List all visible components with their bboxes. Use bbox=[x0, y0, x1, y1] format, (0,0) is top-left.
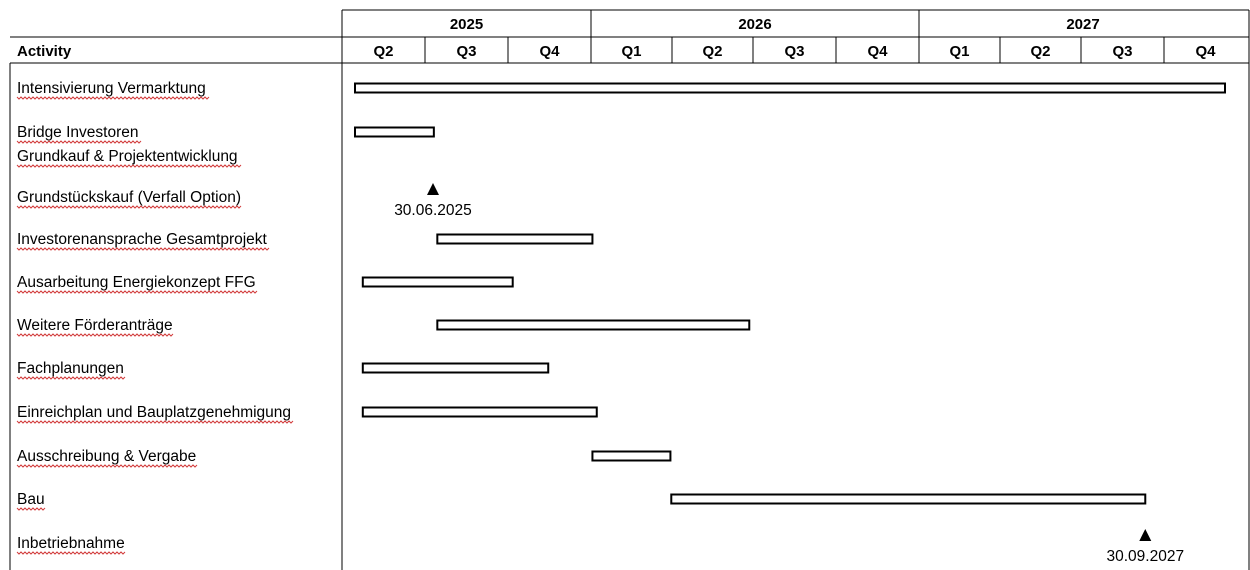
activity-label: Ausschreibung & Vergabe bbox=[17, 448, 196, 465]
activity-column-header: Activity bbox=[17, 43, 72, 60]
year-label-2026: 2026 bbox=[738, 16, 771, 33]
activity-label: Bau bbox=[17, 491, 45, 508]
spellcheck-underline bbox=[16, 464, 198, 468]
spellcheck-underline bbox=[16, 420, 294, 424]
milestone-date-label: 30.06.2025 bbox=[394, 202, 472, 219]
activity-label: Intensivierung Vermarktung bbox=[17, 80, 206, 97]
spellcheck-underline bbox=[16, 376, 126, 380]
activity-bar bbox=[591, 450, 672, 462]
year-label-2025: 2025 bbox=[450, 16, 483, 33]
activity-bar bbox=[361, 276, 514, 288]
activity-label: Grundkauf & Projektentwicklung bbox=[17, 148, 238, 165]
spellcheck-underline bbox=[16, 140, 142, 144]
activity-bar bbox=[436, 319, 751, 331]
milestone-date-label: 30.09.2027 bbox=[1106, 548, 1184, 565]
quarter-label-2027-Q3: Q3 bbox=[1112, 43, 1132, 60]
activity-bar bbox=[361, 362, 550, 374]
chart-frame bbox=[9, 9, 1250, 570]
activity-label: Inbetriebnahme bbox=[17, 535, 125, 552]
milestone-marker bbox=[426, 183, 439, 195]
spellcheck-underline bbox=[16, 96, 210, 100]
spellcheck-underline bbox=[16, 551, 126, 555]
activity-label: Fachplanungen bbox=[17, 360, 124, 377]
quarter-label-2027-Q1: Q1 bbox=[949, 43, 969, 60]
year-label-2027: 2027 bbox=[1066, 16, 1099, 33]
activity-label: Einreichplan und Bauplatzgenehmigung bbox=[17, 404, 291, 421]
quarter-label-2025-Q2: Q2 bbox=[373, 43, 393, 60]
quarter-label-2026-Q2: Q2 bbox=[702, 43, 722, 60]
quarter-label-2026-Q1: Q1 bbox=[621, 43, 641, 60]
quarter-label-2025-Q3: Q3 bbox=[456, 43, 476, 60]
activity-label: Grundstückskauf (Verfall Option) bbox=[17, 189, 241, 206]
quarter-label-2026-Q4: Q4 bbox=[867, 43, 888, 60]
spellcheck-underline bbox=[16, 290, 258, 294]
quarter-label-2027-Q2: Q2 bbox=[1030, 43, 1050, 60]
activity-bar bbox=[436, 233, 594, 245]
activity-bar bbox=[361, 406, 598, 418]
spellcheck-underline bbox=[16, 333, 174, 337]
activity-label: Weitere Förderanträge bbox=[17, 317, 173, 334]
spellcheck-underline bbox=[16, 507, 46, 511]
milestone-marker bbox=[1139, 529, 1152, 541]
activity-bar bbox=[354, 126, 435, 138]
timeline-header: 2025 Q2 Q3 Q4 2026 Q1 Q2 Q3 Q4 2027 Q1 Q2 Q3 Q4 Activi… bbox=[17, 10, 1216, 63]
activity-label: Ausarbeitung Energiekonzept FFG bbox=[17, 274, 256, 291]
quarter-label-2027-Q4: Q4 bbox=[1195, 43, 1216, 60]
quarter-label-2026-Q3: Q3 bbox=[784, 43, 804, 60]
spellcheck-underline bbox=[16, 247, 270, 251]
activity-label: Bridge Investoren bbox=[17, 124, 139, 141]
activity-label: Investorenansprache Gesamtprojekt bbox=[17, 231, 268, 248]
spellcheck-underline bbox=[16, 164, 242, 168]
activity-bar bbox=[670, 493, 1147, 505]
spellcheck-underline bbox=[16, 205, 242, 209]
activity-bar bbox=[354, 82, 1226, 94]
quarter-label-2025-Q4: Q4 bbox=[539, 43, 560, 60]
activity-rows: Intensivierung Vermarktung Bridge Investo… bbox=[16, 80, 1226, 565]
